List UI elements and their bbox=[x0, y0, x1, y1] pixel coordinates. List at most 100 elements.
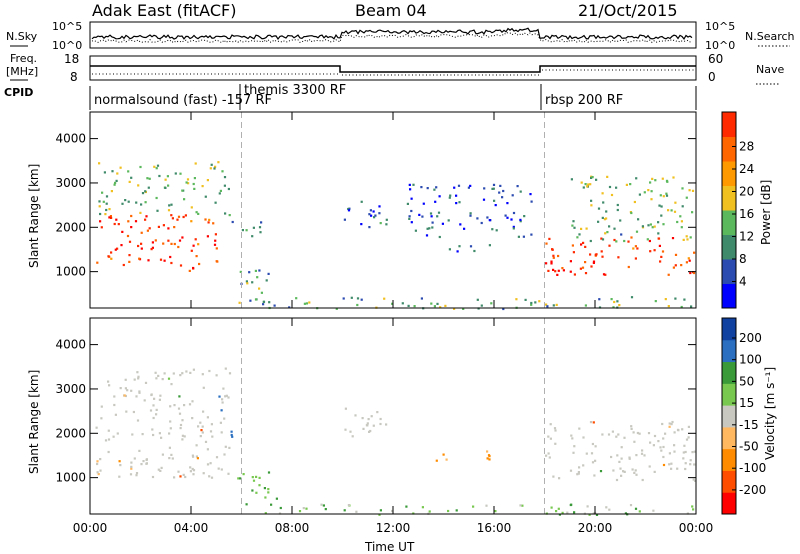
data-cell bbox=[198, 262, 201, 266]
data-cell bbox=[248, 271, 251, 274]
data-cell bbox=[589, 239, 592, 243]
data-cell bbox=[252, 226, 255, 229]
power-cells bbox=[96, 161, 696, 311]
data-cell bbox=[173, 404, 176, 407]
data-cell bbox=[262, 303, 265, 306]
x-tick-label: 00:00 bbox=[73, 521, 108, 535]
data-cell bbox=[449, 194, 452, 197]
data-cell bbox=[613, 238, 616, 242]
data-cell bbox=[616, 454, 619, 457]
data-cell bbox=[114, 181, 117, 184]
data-cell bbox=[441, 222, 444, 225]
data-cell bbox=[155, 377, 158, 380]
data-cell bbox=[268, 301, 271, 304]
data-cell bbox=[591, 461, 595, 464]
data-cell bbox=[163, 259, 166, 262]
x-tick-label: 20:00 bbox=[578, 521, 613, 535]
data-cell bbox=[486, 457, 489, 460]
data-cell bbox=[255, 475, 258, 478]
data-cell bbox=[256, 276, 259, 279]
data-cell bbox=[298, 510, 302, 513]
data-cell bbox=[227, 472, 230, 475]
colorbar-segment bbox=[722, 339, 736, 363]
data-cell bbox=[668, 463, 671, 466]
data-cell bbox=[599, 470, 603, 473]
colorbar-tick-label: -100 bbox=[739, 461, 766, 475]
data-cell bbox=[453, 186, 456, 189]
data-cell bbox=[159, 258, 163, 261]
data-cell bbox=[576, 473, 579, 476]
data-cell bbox=[145, 462, 148, 465]
data-cell bbox=[157, 468, 160, 471]
data-cell bbox=[267, 491, 270, 494]
cpid-segment-1: normalsound (fast) -157 RF bbox=[94, 93, 272, 108]
data-cell bbox=[130, 176, 133, 179]
data-cell bbox=[241, 229, 244, 232]
data-cell bbox=[683, 444, 686, 447]
data-cell bbox=[649, 441, 652, 444]
data-cell bbox=[237, 477, 240, 480]
data-cell bbox=[643, 454, 646, 457]
data-cell bbox=[499, 184, 502, 187]
data-cell bbox=[662, 223, 665, 226]
data-cell bbox=[105, 208, 108, 212]
data-cell bbox=[221, 398, 224, 401]
data-cell bbox=[376, 411, 379, 414]
data-cell bbox=[137, 244, 140, 248]
x-tick-label: 04:00 bbox=[174, 521, 209, 535]
data-cell bbox=[662, 463, 666, 467]
colorbar-tick-label: -15 bbox=[739, 418, 759, 432]
data-cell bbox=[156, 209, 159, 212]
data-cell bbox=[348, 207, 351, 210]
data-cell bbox=[662, 455, 665, 459]
data-cell bbox=[159, 394, 162, 397]
data-cell bbox=[174, 172, 177, 175]
data-cell bbox=[201, 425, 204, 428]
data-cell bbox=[673, 431, 676, 434]
cpid-label: CPID bbox=[4, 86, 33, 99]
data-cell bbox=[206, 235, 209, 238]
data-cell bbox=[245, 503, 248, 506]
data-cell bbox=[623, 470, 626, 473]
data-cell bbox=[573, 445, 576, 448]
data-cell bbox=[355, 510, 358, 513]
data-cell bbox=[530, 200, 533, 203]
freq-axis-top: 18 bbox=[64, 52, 79, 66]
power-panel: Slant Range [km] 1000 2000 3000 4000 4 8 12 16… bbox=[27, 111, 773, 311]
data-cell bbox=[118, 460, 121, 463]
y-tick-label: 3000 bbox=[55, 382, 86, 396]
data-cell bbox=[207, 221, 210, 224]
data-cell bbox=[192, 244, 195, 247]
data-cell bbox=[592, 261, 595, 264]
data-cell bbox=[578, 466, 581, 469]
data-cell bbox=[628, 456, 631, 459]
data-cell bbox=[680, 264, 683, 267]
radar-title: Adak East (fitACF) bbox=[92, 1, 236, 20]
data-cell bbox=[602, 201, 605, 204]
velocity-ylabel: Slant Range [km] bbox=[27, 370, 41, 474]
data-cell bbox=[252, 479, 256, 482]
data-cell bbox=[168, 446, 171, 449]
data-cell bbox=[192, 473, 195, 476]
data-cell bbox=[177, 470, 180, 473]
data-cell bbox=[610, 193, 614, 197]
data-cell bbox=[482, 198, 486, 201]
data-cell bbox=[96, 261, 99, 264]
data-cell bbox=[590, 176, 593, 179]
data-cell bbox=[661, 177, 664, 180]
data-cell bbox=[670, 209, 673, 212]
data-cell bbox=[436, 302, 439, 305]
colorbar-tick-label: 15 bbox=[739, 396, 754, 410]
data-cell bbox=[391, 302, 394, 305]
data-cell bbox=[605, 210, 608, 213]
power-colorbar: 4 8 12 16 20 24 28 bbox=[721, 111, 754, 309]
data-cell bbox=[221, 170, 224, 173]
data-cell bbox=[429, 212, 433, 215]
data-cell bbox=[615, 186, 618, 189]
data-cell bbox=[615, 435, 618, 438]
data-cell bbox=[202, 386, 205, 389]
data-cell bbox=[105, 195, 109, 198]
data-cell bbox=[584, 304, 587, 307]
data-cell bbox=[653, 434, 657, 438]
data-cell bbox=[185, 181, 188, 184]
